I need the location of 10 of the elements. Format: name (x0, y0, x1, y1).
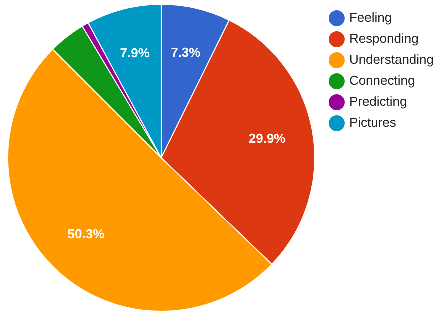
legend-label: Predicting (349, 94, 408, 110)
data-label: 7.3% (171, 44, 202, 60)
legend-label: Responding (349, 31, 419, 46)
data-label: 50.3% (68, 226, 106, 242)
data-label: 7.9% (120, 45, 150, 60)
legend-label: Feeling (349, 10, 392, 26)
data-label: 29.9% (248, 131, 286, 146)
legend-label: Pictures (349, 115, 397, 130)
legend-label: Understanding (349, 52, 434, 68)
legend-label: Connecting (349, 73, 416, 88)
